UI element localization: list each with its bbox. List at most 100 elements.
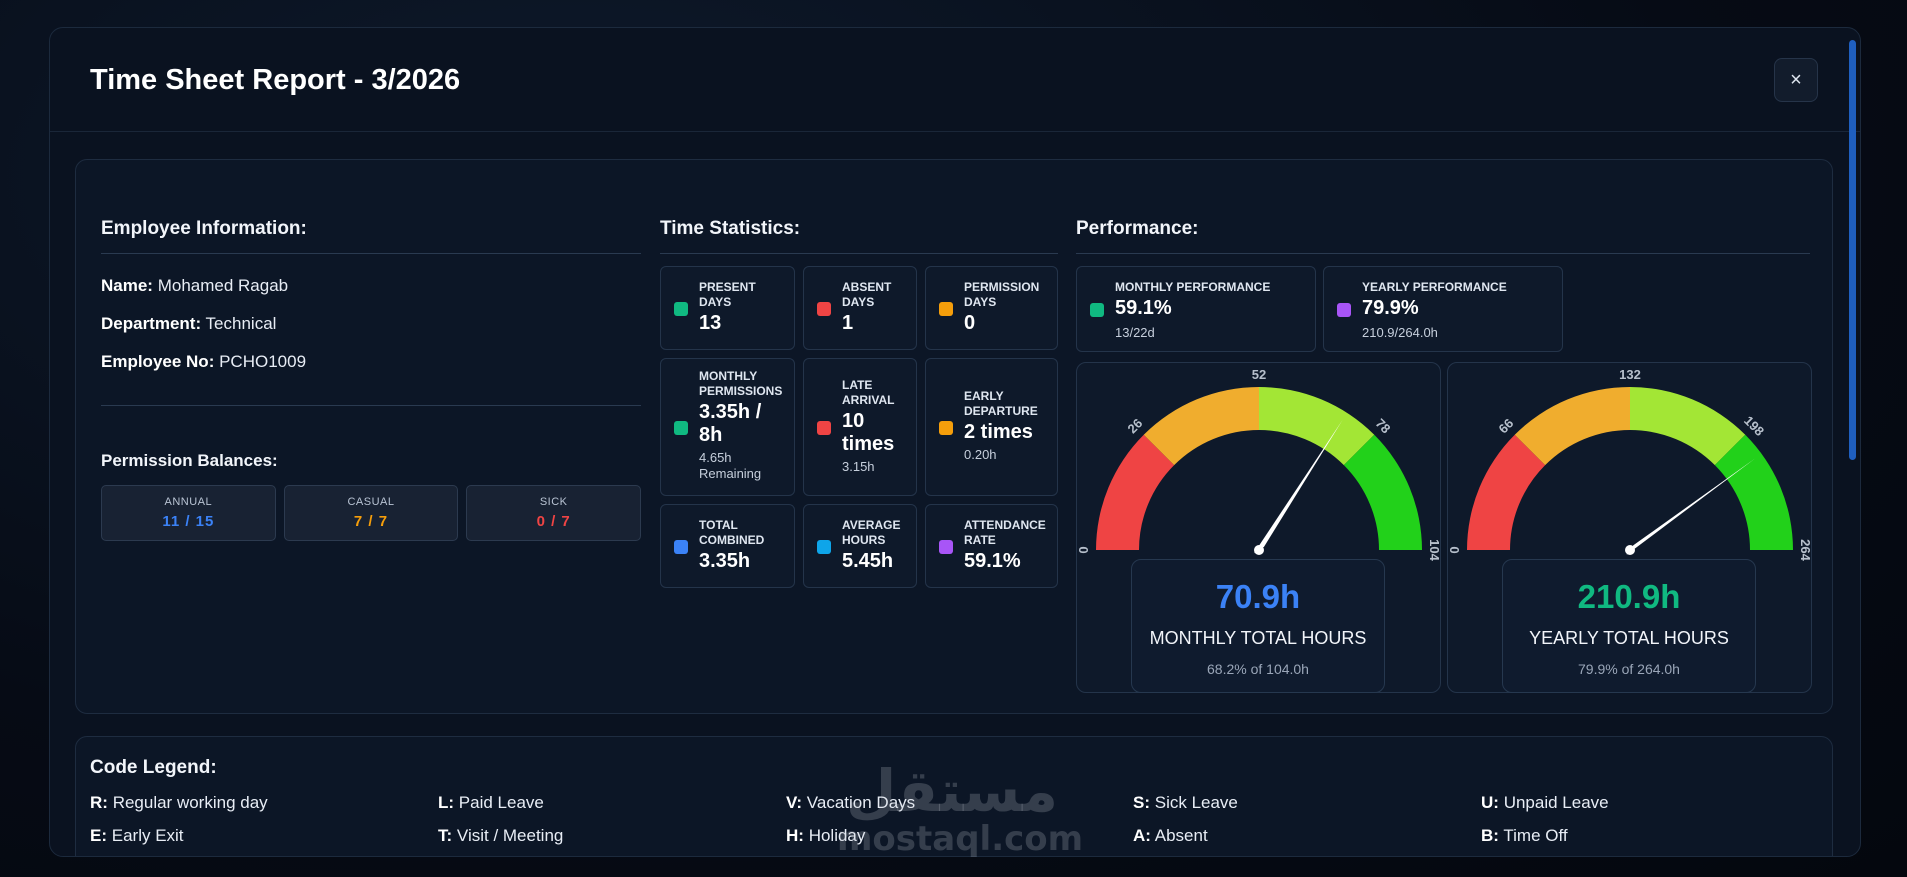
employee-department-row: Department: Technical bbox=[101, 314, 641, 333]
stat-color-marker bbox=[817, 302, 831, 316]
legend-code: R: bbox=[90, 793, 108, 812]
gauge-tick-label: 132 bbox=[1619, 367, 1641, 382]
legend-item-s: S: Sick Leave bbox=[1133, 793, 1238, 813]
legend-code: V: bbox=[786, 793, 803, 812]
legend-text: Time Off bbox=[1503, 826, 1568, 845]
stat-attendance-rate: ATTENDANCE RATE 59.1% bbox=[925, 504, 1058, 588]
stat-label: ATTENDANCE RATE bbox=[964, 518, 1046, 547]
legend-text: Visit / Meeting bbox=[456, 826, 564, 845]
stat-color-marker bbox=[674, 302, 688, 316]
stat-value: 3.35h / 8h bbox=[699, 401, 762, 446]
balance-label: CASUAL bbox=[347, 496, 395, 508]
permission-balances: ANNUAL 11 / 15 CASUAL 7 / 7 SICK 0 / 7 bbox=[101, 485, 642, 541]
stat-color-marker bbox=[674, 540, 688, 554]
gauge-tick-label: 0 bbox=[1077, 546, 1091, 553]
performance-color-marker bbox=[1337, 303, 1351, 317]
stat-value: 0 bbox=[964, 312, 976, 334]
performance-subtext: 210.9/264.0h bbox=[1362, 325, 1438, 340]
gauge-tick-label: 26 bbox=[1124, 415, 1145, 436]
legend-code: S: bbox=[1133, 793, 1150, 812]
yearly-hours-gauge-card: 0 66 132 198 264 210.9h YEARLY TOTAL HOURS 7… bbox=[1447, 362, 1813, 693]
employee-number: PCHO1009 bbox=[219, 352, 307, 371]
employee-info-title: Employee Information: bbox=[101, 218, 641, 254]
stat-late-arrival: LATE ARRIVAL 10 times 3.15h bbox=[803, 358, 917, 496]
employee-name-label: Name: bbox=[101, 276, 153, 295]
balance-value: 0 / 7 bbox=[536, 513, 571, 530]
code-legend-title: Code Legend: bbox=[90, 757, 217, 778]
legend-code: E: bbox=[90, 826, 107, 845]
stat-subtext: 4.65h Remaining bbox=[699, 450, 762, 481]
legend-item-l: L: Paid Leave bbox=[438, 793, 544, 813]
stat-value: 2 times bbox=[964, 421, 1033, 443]
legend-item-h: H: Holiday bbox=[786, 826, 865, 846]
gauge-tick-label: 0 bbox=[1448, 546, 1462, 553]
performance-title: Performance: bbox=[1076, 218, 1810, 254]
legend-item-t: T: Visit / Meeting bbox=[438, 826, 563, 846]
legend-code: U: bbox=[1481, 793, 1499, 812]
legend-text: Vacation Days bbox=[806, 793, 916, 812]
legend-text: Holiday bbox=[808, 826, 866, 845]
legend-code: L: bbox=[438, 793, 455, 812]
monthly-hours-gauge-card: 0 26 52 78 104 70.9h MONTHLY TOTAL HOURS 68.… bbox=[1076, 362, 1442, 693]
gauge-tick-label: 52 bbox=[1252, 367, 1266, 382]
performance-color-marker bbox=[1090, 303, 1104, 317]
close-button[interactable]: × bbox=[1774, 58, 1818, 102]
gauge-tick-label: 78 bbox=[1373, 415, 1394, 436]
legend-item-u: U: Unpaid Leave bbox=[1481, 793, 1609, 813]
monthly-hours-gauge: 0 26 52 78 104 bbox=[1077, 367, 1442, 562]
legend-code: A: bbox=[1133, 826, 1151, 845]
balance-casual: CASUAL 7 / 7 bbox=[283, 485, 459, 541]
legend-code: B: bbox=[1481, 826, 1499, 845]
employee-name: Mohamed Ragab bbox=[157, 276, 289, 295]
gauge-segment bbox=[1259, 387, 1375, 466]
stat-monthly-permissions: MONTHLY PERMISSIONS 3.35h / 8h 4.65h Rem… bbox=[660, 358, 795, 496]
performance-value: 59.1% bbox=[1115, 297, 1172, 319]
legend-text: Early Exit bbox=[111, 826, 184, 845]
modal-scrollbar[interactable] bbox=[1849, 40, 1856, 460]
monthly-performance-card: MONTHLY PERFORMANCE 59.1% 13/22d bbox=[1076, 266, 1316, 352]
stat-value: 59.1% bbox=[964, 550, 1021, 572]
time-statistics-section: Time Statistics: PRESENT DAYS 13 ABSENT … bbox=[660, 218, 1058, 606]
performance-label: YEARLY PERFORMANCE bbox=[1362, 280, 1507, 294]
employee-number-label: Employee No: bbox=[101, 352, 215, 371]
time-statistics-grid: PRESENT DAYS 13 ABSENT DAYS 1 PERMISSION… bbox=[660, 266, 1058, 606]
gauge-tick-label: 104 bbox=[1427, 539, 1442, 561]
gauge-tick-label: 264 bbox=[1798, 539, 1813, 561]
stat-subtext: 3.15h bbox=[842, 459, 875, 474]
stat-subtext: 0.20h bbox=[964, 447, 997, 462]
legend-item-r: R: Regular working day bbox=[90, 793, 268, 813]
legend-text: Absent bbox=[1154, 826, 1208, 845]
gauge-segment bbox=[1343, 434, 1422, 550]
balance-sick: SICK 0 / 7 bbox=[466, 485, 642, 541]
stat-color-marker bbox=[817, 421, 831, 435]
gauge-needle bbox=[1626, 458, 1756, 555]
stat-color-marker bbox=[939, 421, 953, 435]
gauge-value: 70.9h bbox=[1215, 578, 1301, 615]
stat-label: LATE ARRIVAL bbox=[842, 378, 895, 407]
gauge-tick-label: 66 bbox=[1495, 415, 1516, 436]
gauge-info: 210.9h YEARLY TOTAL HOURS 79.9% of 264.0… bbox=[1502, 559, 1756, 693]
stat-permission-days: PERMISSION DAYS 0 bbox=[925, 266, 1058, 350]
gauge-segment bbox=[1143, 387, 1259, 466]
balance-label: ANNUAL bbox=[164, 496, 213, 508]
legend-text: Regular working day bbox=[112, 793, 268, 812]
gauge-subtext: 79.9% of 264.0h bbox=[1578, 661, 1680, 677]
gauge-subtext: 68.2% of 104.0h bbox=[1207, 661, 1309, 677]
stat-present-days: PRESENT DAYS 13 bbox=[660, 266, 795, 350]
performance-label: MONTHLY PERFORMANCE bbox=[1115, 280, 1271, 294]
performance-section: Performance: MONTHLY PERFORMANCE 59.1% 1… bbox=[1076, 218, 1813, 693]
gauge-label: MONTHLY TOTAL HOURS bbox=[1149, 628, 1367, 648]
stat-color-marker bbox=[939, 540, 953, 554]
yearly-performance-card: YEARLY PERFORMANCE 79.9% 210.9/264.0h bbox=[1323, 266, 1563, 352]
legend-item-a: A: Absent bbox=[1133, 826, 1208, 846]
employee-number-row: Employee No: PCHO1009 bbox=[101, 352, 641, 371]
legend-text: Sick Leave bbox=[1154, 793, 1238, 812]
performance-subtext: 13/22d bbox=[1115, 325, 1155, 340]
legend-text: Unpaid Leave bbox=[1503, 793, 1609, 812]
code-legend: Code Legend: R: Regular working day L: P… bbox=[75, 736, 1833, 856]
report-summary-card: Employee Information: Name: Mohamed Raga… bbox=[75, 159, 1833, 714]
legend-item-e: E: Early Exit bbox=[90, 826, 184, 846]
permission-balances-title: Permission Balances: bbox=[101, 451, 278, 470]
gauge-segment bbox=[1514, 387, 1630, 466]
balance-label: SICK bbox=[539, 496, 568, 508]
